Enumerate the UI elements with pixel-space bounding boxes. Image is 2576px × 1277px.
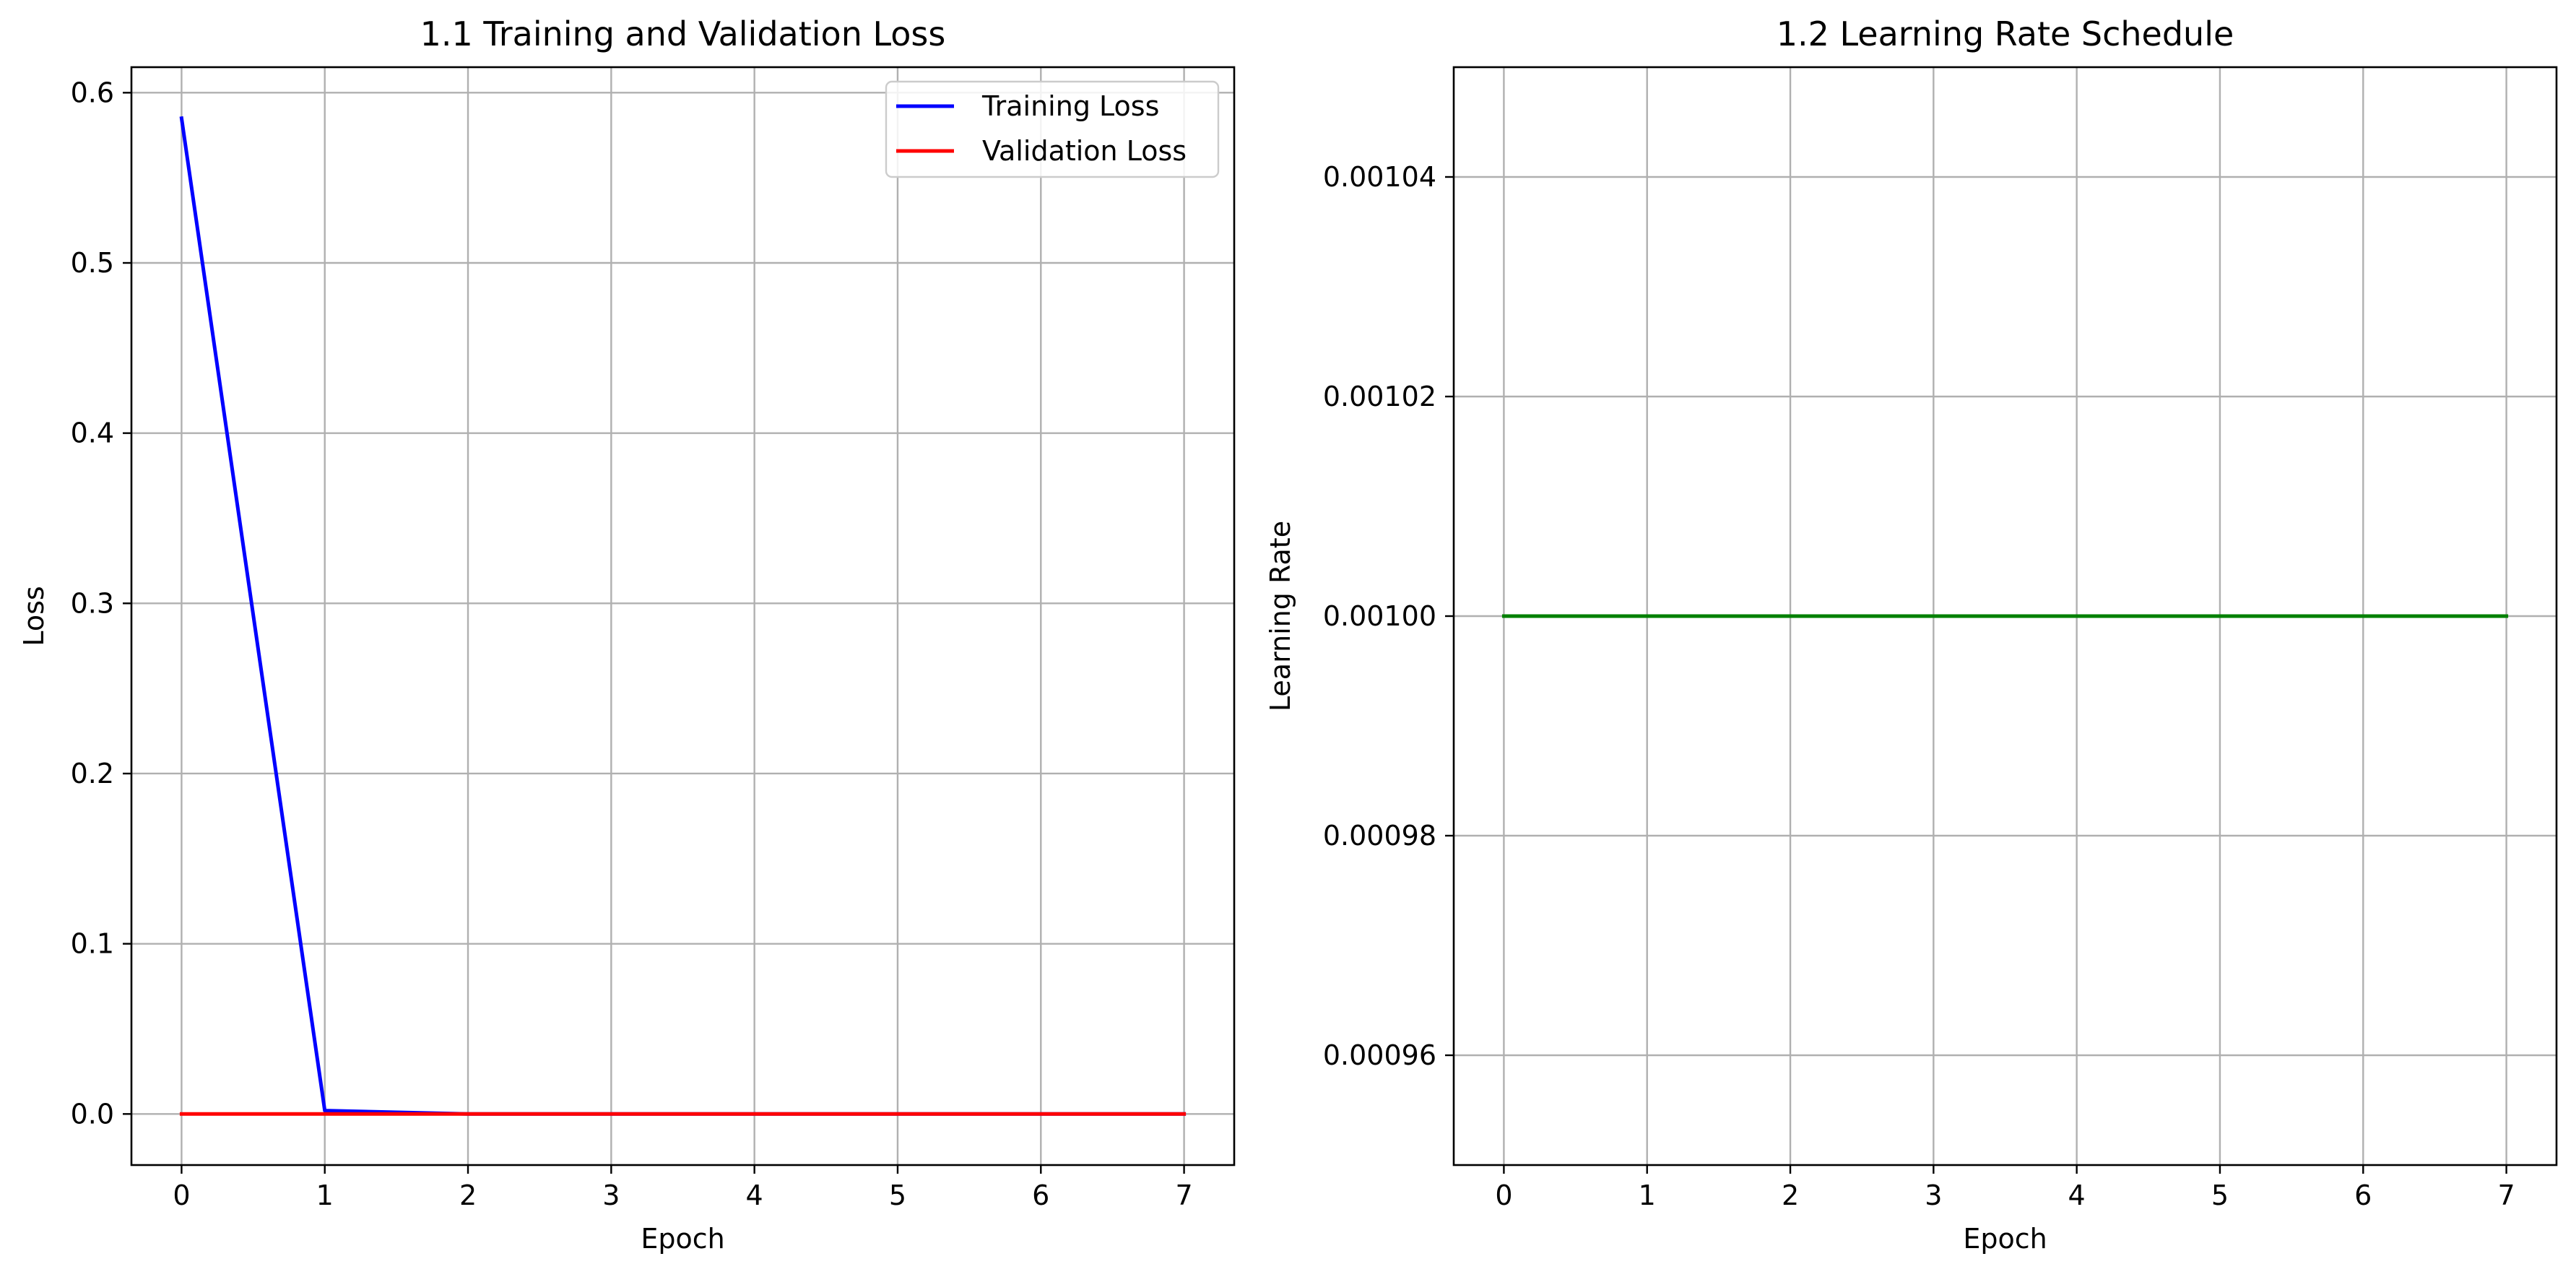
x-tick-label: 1 (316, 1179, 334, 1211)
x-tick-label: 0 (173, 1179, 190, 1211)
x-tick-label: 6 (1032, 1179, 1049, 1211)
x-tick-label: 2 (1782, 1179, 1799, 1211)
x-tick-label: 0 (1495, 1179, 1512, 1211)
y-tick-label: 0.00100 (1323, 600, 1436, 632)
x-tick-label: 3 (602, 1179, 620, 1211)
chart-learning-rate: 0 1 2 3 4 5 6 7 0.00096 0.00098 0.00100 0.00102 0.00… (1265, 14, 2558, 1255)
legend-box (885, 80, 1220, 178)
chart-title: 1.1 Training and Validation Loss (420, 14, 946, 53)
y-tick-label: 0.4 (71, 417, 114, 449)
x-tick-label: 5 (889, 1179, 906, 1211)
x-tick-label: 7 (2497, 1179, 2515, 1211)
x-tick-label: 7 (1175, 1179, 1192, 1211)
x-tick-label: 5 (2211, 1179, 2229, 1211)
legend: Training Loss Validation Loss (885, 80, 1220, 178)
x-axis-label: Epoch (641, 1223, 724, 1255)
y-tick-label: 0.00102 (1323, 381, 1436, 412)
y-tick-label: 0.1 (71, 928, 114, 960)
chart-loss: 0 1 2 3 4 5 6 7 0.0 0.1 0.2 0.3 0.4 0.5 0.6 1.1 Trainin… (18, 14, 1236, 1255)
y-tick-label: 0.00098 (1323, 820, 1436, 852)
axes-frame (130, 66, 1236, 1166)
y-tick-label: 0.00096 (1323, 1039, 1436, 1071)
x-tick-label: 4 (2068, 1179, 2086, 1211)
y-axis-label: Loss (18, 586, 50, 646)
y-tick-label: 0.0 (71, 1098, 114, 1130)
y-tick-label: 0.6 (71, 77, 114, 108)
legend-label-0: Training Loss (981, 90, 1159, 122)
y-axis-label: Learning Rate (1265, 521, 1296, 711)
y-tick-label: 0.5 (71, 247, 114, 279)
legend-label-1: Validation Loss (982, 135, 1187, 167)
x-axis-label: Epoch (1963, 1223, 2047, 1255)
x-tick-label: 6 (2354, 1179, 2372, 1211)
x-tick-label: 1 (1639, 1179, 1656, 1211)
y-tick-label: 0.3 (71, 587, 114, 619)
x-tick-label: 3 (1925, 1179, 1942, 1211)
x-tick-label: 2 (459, 1179, 477, 1211)
y-tick-label: 0.2 (71, 758, 114, 789)
y-tick-label: 0.00104 (1323, 161, 1436, 193)
x-tick-label: 4 (746, 1179, 763, 1211)
chart-title: 1.2 Learning Rate Schedule (1777, 14, 2234, 53)
